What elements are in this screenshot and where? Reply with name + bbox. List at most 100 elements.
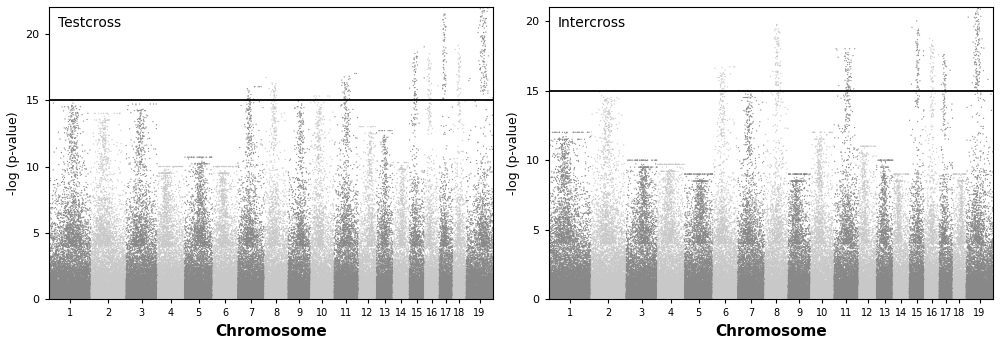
- Point: [690, 290, 706, 295]
- Point: [80, 194, 96, 200]
- Point: [672, 266, 688, 271]
- Point: [298, 283, 314, 288]
- Point: [701, 278, 717, 283]
- Point: [744, 275, 760, 281]
- Point: [479, 258, 495, 264]
- Point: [543, 280, 559, 286]
- Point: [53, 276, 69, 282]
- Point: [170, 290, 186, 295]
- Point: [717, 232, 733, 238]
- Point: [442, 296, 458, 302]
- Point: [608, 269, 624, 274]
- Point: [435, 243, 451, 249]
- Point: [298, 295, 314, 301]
- Point: [947, 296, 963, 301]
- Point: [669, 276, 685, 282]
- Point: [396, 225, 412, 231]
- Point: [690, 280, 706, 285]
- Point: [412, 292, 428, 298]
- Point: [561, 281, 577, 286]
- Point: [99, 266, 115, 271]
- Point: [228, 294, 244, 299]
- Point: [704, 217, 720, 222]
- Point: [780, 291, 796, 297]
- Point: [651, 289, 667, 294]
- Point: [836, 281, 852, 287]
- Point: [589, 265, 605, 271]
- Point: [118, 254, 134, 259]
- Point: [747, 295, 763, 301]
- Point: [754, 282, 770, 288]
- Point: [675, 281, 691, 286]
- Point: [635, 192, 651, 198]
- Point: [700, 261, 716, 266]
- Point: [941, 289, 957, 295]
- Point: [361, 260, 377, 265]
- Point: [126, 215, 142, 220]
- Point: [212, 234, 228, 239]
- Point: [580, 266, 596, 272]
- Point: [606, 289, 622, 295]
- Point: [324, 275, 340, 280]
- Point: [604, 288, 620, 294]
- Point: [241, 285, 257, 291]
- Point: [781, 295, 797, 301]
- Point: [637, 279, 653, 284]
- Point: [290, 295, 306, 301]
- Point: [305, 256, 321, 262]
- Point: [105, 295, 121, 300]
- Point: [56, 278, 72, 283]
- Point: [215, 289, 231, 295]
- Point: [64, 230, 80, 235]
- Point: [75, 207, 91, 212]
- Point: [319, 292, 335, 298]
- Point: [236, 250, 252, 256]
- Point: [245, 289, 261, 295]
- Point: [699, 265, 715, 270]
- Point: [215, 277, 231, 282]
- Point: [902, 285, 918, 291]
- Point: [465, 257, 481, 263]
- Point: [984, 289, 1000, 294]
- Point: [74, 277, 90, 283]
- Point: [720, 264, 736, 270]
- Point: [768, 276, 784, 282]
- Point: [177, 293, 193, 298]
- Point: [150, 283, 166, 288]
- Point: [424, 268, 440, 274]
- Point: [765, 297, 781, 302]
- Point: [154, 258, 170, 263]
- Point: [770, 226, 786, 232]
- Point: [304, 290, 320, 295]
- Point: [842, 231, 858, 236]
- Point: [821, 288, 837, 293]
- Point: [187, 262, 203, 267]
- Point: [65, 277, 81, 282]
- Point: [848, 208, 864, 214]
- Point: [964, 260, 980, 265]
- Point: [909, 30, 925, 36]
- Point: [860, 293, 876, 298]
- Point: [963, 248, 979, 254]
- Point: [412, 292, 428, 297]
- Point: [354, 254, 370, 259]
- Point: [680, 220, 696, 225]
- Point: [362, 289, 378, 295]
- Point: [789, 288, 805, 293]
- Point: [173, 290, 189, 295]
- Point: [675, 254, 691, 259]
- Point: [201, 276, 217, 282]
- Point: [671, 261, 687, 266]
- Point: [575, 282, 591, 288]
- Point: [196, 255, 212, 261]
- Point: [103, 274, 119, 279]
- Point: [435, 239, 451, 245]
- Point: [360, 280, 376, 285]
- Point: [97, 293, 113, 299]
- Point: [921, 286, 937, 292]
- Point: [167, 256, 183, 262]
- Point: [267, 265, 283, 271]
- Point: [739, 287, 755, 292]
- Point: [97, 272, 113, 277]
- Point: [896, 251, 912, 257]
